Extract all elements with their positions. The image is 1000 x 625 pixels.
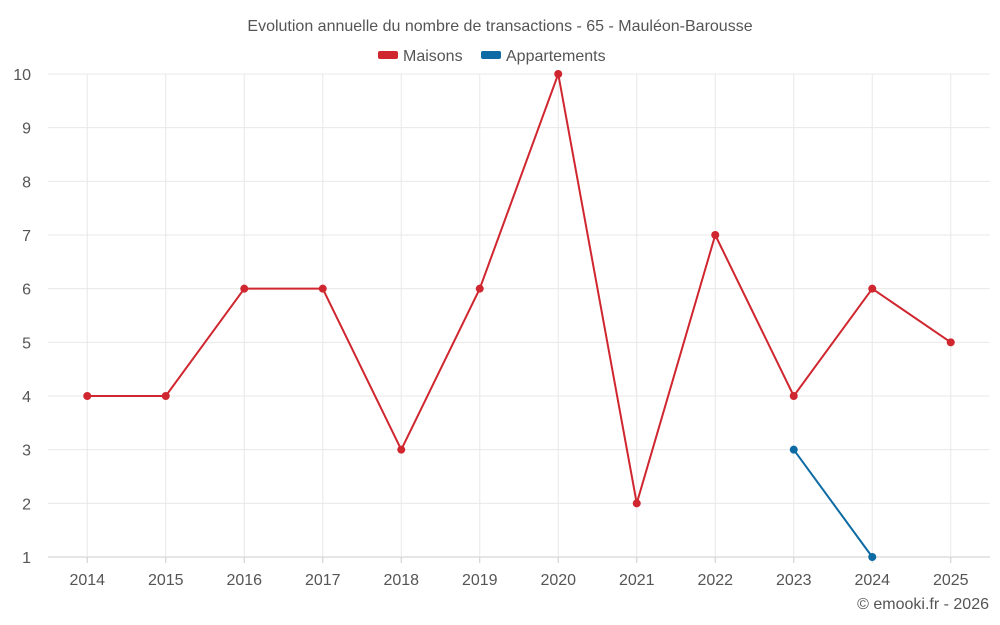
data-point-maisons[interactable] bbox=[554, 70, 563, 78]
y-tick-label: 4 bbox=[22, 389, 31, 406]
y-tick-label: 8 bbox=[22, 174, 31, 191]
x-tick-label: 2025 bbox=[933, 572, 969, 589]
x-tick-label: 2019 bbox=[462, 572, 498, 589]
x-tick-label: 2018 bbox=[383, 572, 419, 589]
x-tick-label: 2017 bbox=[305, 572, 341, 589]
data-point-maisons[interactable] bbox=[475, 284, 484, 293]
x-tick-label: 2022 bbox=[697, 572, 733, 589]
y-tick-label: 5 bbox=[22, 335, 31, 352]
legend: Maisons Appartements bbox=[378, 48, 606, 65]
x-tick-label: 2023 bbox=[776, 572, 812, 589]
data-point-maisons[interactable] bbox=[161, 392, 170, 400]
x-tick-label: 2024 bbox=[854, 572, 890, 589]
data-point-maisons[interactable] bbox=[318, 284, 327, 293]
data-point-maisons[interactable] bbox=[789, 392, 798, 400]
y-tick-label: 1 bbox=[22, 550, 31, 567]
series-layer bbox=[83, 70, 955, 561]
data-point-maisons[interactable] bbox=[240, 284, 249, 293]
chart-title: Evolution annuelle du nombre de transact… bbox=[247, 18, 752, 35]
legend-swatch-maisons bbox=[378, 51, 398, 59]
data-point-maisons[interactable] bbox=[946, 338, 955, 347]
x-tick-label: 2014 bbox=[69, 572, 105, 589]
legend-item-appartements[interactable]: Appartements bbox=[481, 48, 606, 65]
y-tick-label: 9 bbox=[22, 121, 31, 138]
data-point-maisons[interactable] bbox=[632, 499, 641, 508]
y-tick-label: 3 bbox=[22, 443, 31, 460]
x-tick-label: 2016 bbox=[226, 572, 262, 589]
data-point-maisons[interactable] bbox=[711, 231, 720, 239]
credit-text: © emooki.fr - 2026 bbox=[857, 596, 989, 613]
legend-swatch-appartements bbox=[481, 51, 501, 59]
legend-item-maisons[interactable]: Maisons bbox=[378, 48, 463, 65]
legend-label-appartements: Appartements bbox=[506, 48, 606, 65]
data-point-maisons[interactable] bbox=[868, 284, 877, 293]
legend-label-maisons: Maisons bbox=[403, 48, 463, 65]
y-tick-label: 2 bbox=[22, 496, 31, 513]
data-point-maisons[interactable] bbox=[83, 392, 92, 400]
x-tick-label: 2020 bbox=[540, 572, 576, 589]
x-tick-label: 2021 bbox=[619, 572, 655, 589]
y-axis-ticks: 1 2 3 4 5 6 7 8 9 10 bbox=[13, 67, 31, 567]
grid bbox=[48, 73, 990, 558]
x-axis-ticks: 2014 2015 2016 2017 2018 2019 2020 2021 2022 2023… bbox=[69, 557, 969, 589]
y-tick-label: 10 bbox=[13, 67, 31, 84]
x-tick-label: 2015 bbox=[148, 572, 184, 589]
data-point-appartements[interactable] bbox=[789, 445, 798, 454]
data-point-appartements[interactable] bbox=[868, 553, 877, 561]
y-tick-label: 6 bbox=[22, 282, 31, 299]
data-point-maisons[interactable] bbox=[397, 445, 406, 454]
y-tick-label: 7 bbox=[22, 228, 31, 245]
series-line-maisons bbox=[87, 73, 952, 505]
series-line-appartements bbox=[792, 449, 874, 558]
